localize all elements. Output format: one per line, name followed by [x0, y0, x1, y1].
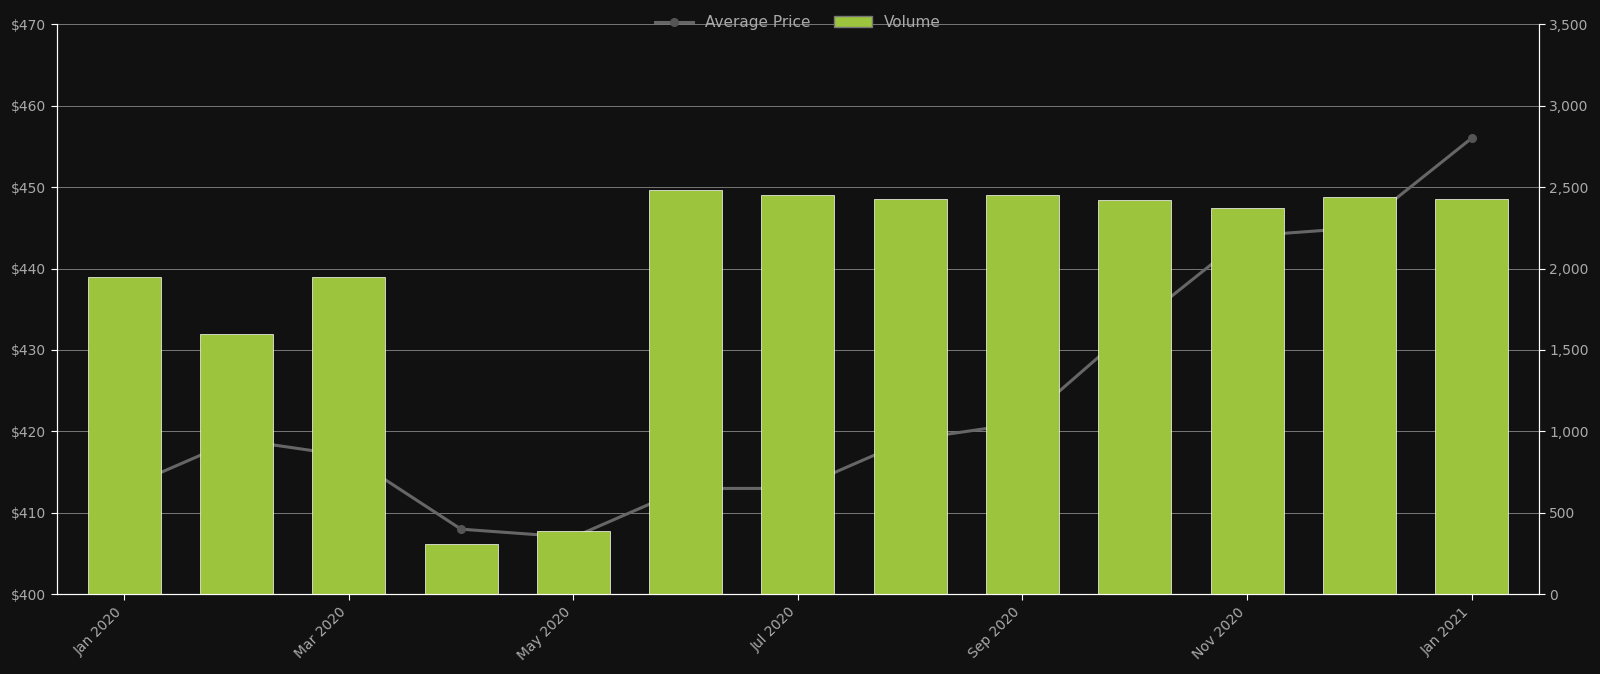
Legend: Average Price, Volume: Average Price, Volume [648, 9, 947, 36]
Bar [200, 334, 274, 594]
Bar [312, 277, 386, 594]
Bar [762, 195, 834, 594]
Bar [1435, 199, 1509, 594]
Bar [1211, 208, 1283, 594]
Bar [874, 199, 947, 594]
Bar [538, 531, 610, 594]
Bar [1098, 200, 1171, 594]
Bar [986, 195, 1059, 594]
Bar [1323, 197, 1395, 594]
Bar [650, 190, 722, 594]
Bar [424, 544, 498, 594]
Bar [88, 277, 160, 594]
